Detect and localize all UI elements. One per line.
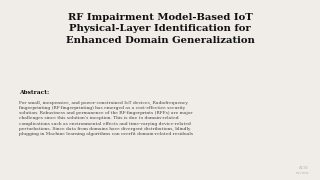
Text: Abstract:: Abstract: (19, 90, 49, 95)
Text: For small, inexpensive, and power-constrained IoT devices, Radiofrequency
finger: For small, inexpensive, and power-constr… (19, 101, 193, 136)
Text: RF Impairment Model-Based IoT
Physical-Layer Identification for
Enhanced Domain : RF Impairment Model-Based IoT Physical-L… (66, 13, 254, 45)
Text: ACW
review: ACW review (295, 166, 309, 175)
